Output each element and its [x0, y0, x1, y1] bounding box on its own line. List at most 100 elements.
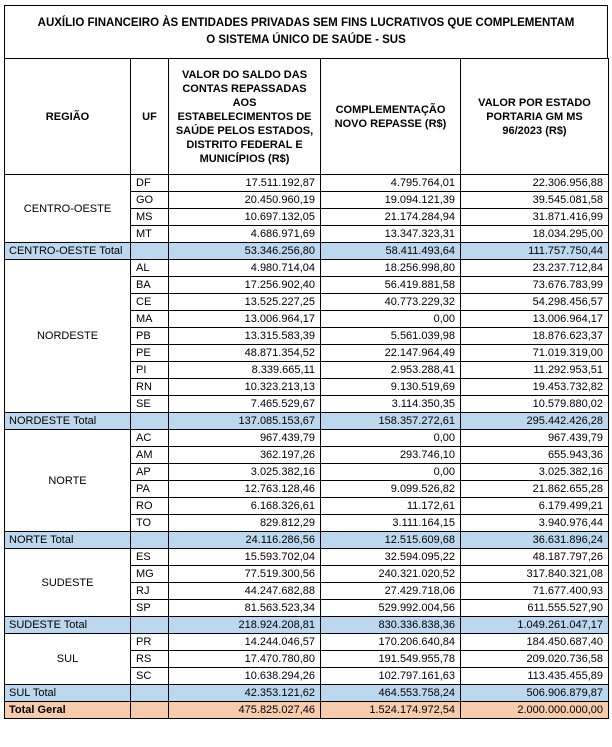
state-row: NORTE AC 967.439,79 0,00 967.439,79 — [4, 429, 609, 532]
valor-estado-value: 13.006.964,17 — [460, 310, 609, 328]
grand-total-label: Total Geral — [4, 701, 131, 719]
state-row: CENTRO-OESTE DF 17.511.192,87 4.795.764,01 2… — [4, 174, 609, 243]
col-header-uf: UF — [130, 58, 169, 175]
uf-cell: MG — [130, 565, 169, 583]
state-row: AM 362.197,26 293.746,10 655.943,36 — [5, 446, 609, 464]
col-header-saldo-repassado: VALOR DO SALDO DAS CONTAS REPASSADAS AOS… — [168, 58, 321, 175]
uf-cell: BA — [130, 276, 169, 294]
valor-estado-total-value: 111.757.750,44 — [460, 242, 609, 260]
valor-estado-value: 48.187.797,26 — [460, 548, 609, 566]
uf-cell-empty — [130, 242, 169, 260]
complementacao-value: 4.795.764,01 — [320, 174, 461, 192]
region-cell: SUL — [4, 633, 131, 685]
document-title: AUXÍLIO FINANCEIRO ÀS ENTIDADES PRIVADAS… — [4, 5, 608, 59]
valor-estado-value: 655.943,36 — [460, 446, 609, 464]
state-row: NORDESTE AL 4.980.714,04 18.256.998,80 23.23… — [4, 259, 609, 413]
uf-cell: CE — [130, 293, 169, 311]
complementacao-value: 56.419.881,58 — [320, 276, 461, 294]
saldo-value: 3.025.382,16 — [168, 463, 321, 481]
saldo-value: 829.812,29 — [168, 514, 321, 532]
region-total-row: SUL Total 42.353.121,62 464.553.758,24 506.… — [4, 684, 609, 702]
complementacao-value: 0,00 — [320, 310, 461, 328]
valor-estado-value: 22.306.956,88 — [460, 174, 609, 192]
complementacao-value: 27.429.718,06 — [320, 582, 461, 600]
saldo-value: 17.256.902,40 — [168, 276, 321, 294]
uf-cell: AP — [130, 463, 169, 481]
valor-estado-value: 31.871.416,99 — [460, 208, 609, 226]
valor-estado-value: 209.020.736,58 — [460, 650, 609, 668]
valor-estado-value: 113.435.455,89 — [460, 667, 609, 685]
valor-estado-total-value: 295.442.426,28 — [460, 412, 609, 430]
valor-estado-value: 3.025.382,16 — [460, 463, 609, 481]
uf-cell-empty — [130, 412, 169, 430]
uf-cell: MT — [130, 225, 169, 243]
saldo-value: 13.006.964,17 — [168, 310, 321, 328]
saldo-value: 13.525.227,25 — [168, 293, 321, 311]
header-row: REGIÃO UF VALOR DO SALDO DAS CONTAS REPA… — [4, 58, 609, 175]
valor-estado-value: 10.579.880,02 — [460, 395, 609, 413]
financial-table: REGIÃO UF VALOR DO SALDO DAS CONTAS REPA… — [4, 58, 609, 719]
complementacao-value: 3.114.350,35 — [320, 395, 461, 413]
saldo-total-value: 218.924.208,81 — [168, 616, 321, 634]
uf-cell: AM — [130, 446, 169, 464]
col-header-valor-por-estado: VALOR POR ESTADO PORTARIA GM MS 96/2023 … — [460, 58, 609, 175]
region-total-label: NORDESTE Total — [4, 412, 131, 430]
state-row: RS 17.470.780,80 191.549.955,78 209.020.736… — [5, 650, 609, 668]
uf-cell: AL — [130, 259, 169, 277]
complementacao-total-value: 12.515.609,68 — [320, 531, 461, 549]
uf-cell: PB — [130, 327, 169, 345]
state-row: MA 13.006.964,17 0,00 13.006.964,17 — [5, 310, 609, 328]
state-row: SUL PR 14.244.046,57 170.206.640,84 184.450.… — [4, 633, 609, 685]
saldo-value: 10.697.132,05 — [168, 208, 321, 226]
valor-estado-total-value: 36.631.896,24 — [460, 531, 609, 549]
saldo-value: 77.519.300,56 — [168, 565, 321, 583]
valor-estado-value: 73.676.783,99 — [460, 276, 609, 294]
saldo-value: 10.638.294,26 — [168, 667, 321, 685]
complementacao-value: 11.172,61 — [320, 497, 461, 515]
region-total-label: CENTRO-OESTE Total — [4, 242, 131, 260]
col-header-regiao: REGIÃO — [4, 58, 131, 175]
complementacao-total-value: 830.336.838,36 — [320, 616, 461, 634]
saldo-value: 20.450.960,19 — [168, 191, 321, 209]
saldo-value: 15.593.702,04 — [168, 548, 321, 566]
valor-estado-total-value: 506.906.879,87 — [460, 684, 609, 702]
saldo-value: 12.763.128,46 — [168, 480, 321, 498]
valor-estado-value: 71.019.319,00 — [460, 344, 609, 362]
state-row: BA 17.256.902,40 56.419.881,58 73.676.783,9… — [5, 276, 609, 294]
uf-cell: PI — [130, 361, 169, 379]
region-cell: NORTE — [4, 429, 131, 532]
valor-estado-value: 18.034.295,00 — [460, 225, 609, 243]
valor-estado-grand-total-value: 2.000.000.000,00 — [460, 701, 609, 719]
region-total-label: SUDESTE Total — [4, 616, 131, 634]
valor-estado-value: 611.555.527,90 — [460, 599, 609, 617]
complementacao-total-value: 464.553.758,24 — [320, 684, 461, 702]
uf-cell: SC — [130, 667, 169, 685]
complementacao-value: 32.594.095,22 — [320, 548, 461, 566]
uf-cell: PA — [130, 480, 169, 498]
valor-estado-value: 23.237.712,84 — [460, 259, 609, 277]
saldo-value: 4.980.714,04 — [168, 259, 321, 277]
region-total-label: SUL Total — [4, 684, 131, 702]
uf-cell: RO — [130, 497, 169, 515]
valor-estado-value: 317.840.321,08 — [460, 565, 609, 583]
saldo-total-value: 42.353.121,62 — [168, 684, 321, 702]
state-row: MT 4.686.971,69 13.347.323,31 18.034.295,00 — [5, 225, 609, 243]
uf-cell: RN — [130, 378, 169, 396]
valor-estado-value: 54.298.456,57 — [460, 293, 609, 311]
complementacao-value: 2.953.288,41 — [320, 361, 461, 379]
region-total-row: SUDESTE Total 218.924.208,81 830.336.838,3… — [4, 616, 609, 634]
saldo-grand-total-value: 475.825.027,46 — [168, 701, 321, 719]
uf-cell: RS — [130, 650, 169, 668]
region-cell: NORDESTE — [4, 259, 131, 413]
region-cell: CENTRO-OESTE — [4, 174, 131, 243]
uf-cell-empty — [130, 684, 169, 702]
saldo-value: 6.168.326,61 — [168, 497, 321, 515]
saldo-value: 14.244.046,57 — [168, 633, 321, 651]
uf-cell: PE — [130, 344, 169, 362]
uf-cell: TO — [130, 514, 169, 532]
valor-estado-value: 21.862.655,28 — [460, 480, 609, 498]
saldo-total-value: 24.116.286,56 — [168, 531, 321, 549]
state-row: RN 10.323.213,13 9.130.519,69 19.453.732,82 — [5, 378, 609, 396]
state-row: SE 7.465.529,67 3.114.350,35 10.579.880,02 — [5, 395, 609, 413]
